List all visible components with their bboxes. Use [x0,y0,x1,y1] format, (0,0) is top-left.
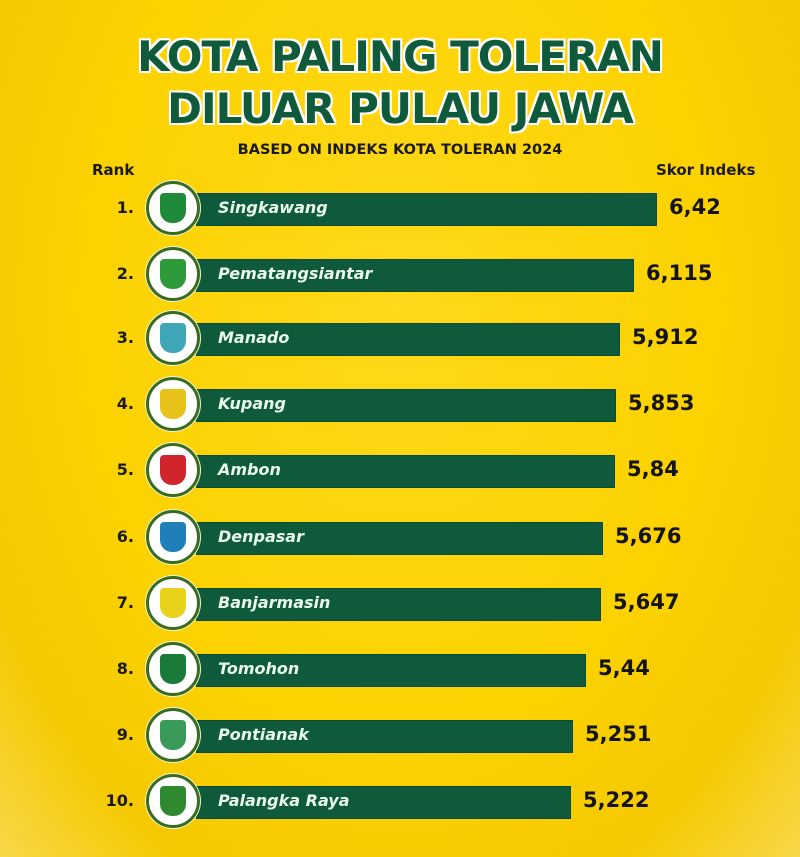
score-bar [196,588,601,621]
list-item: 4. Kupang 5,853 [0,375,800,435]
city-emblem-badge [146,774,200,828]
rank-number: 8. [116,659,134,678]
list-item: 2. Pematangsiantar 6,115 [0,245,800,305]
title-line-2: DILUAR PULAU JAWA [167,84,634,133]
list-item: 7. Banjarmasin 5,647 [0,574,800,634]
score-bar [196,786,571,819]
tomohon-emblem-icon [160,654,186,684]
city-emblem-badge [146,576,200,630]
rank-number: 4. [116,394,134,413]
list-item: 5. Ambon 5,84 [0,441,800,501]
city-name: Banjarmasin [218,593,331,612]
city-name: Pontianak [218,725,309,744]
rank-number: 3. [116,328,134,347]
score-value: 5,912 [632,325,699,349]
score-bar [196,654,586,687]
score-value: 5,222 [583,788,650,812]
denpasar-emblem-icon [160,522,186,552]
subtitle: BASED ON INDEKS KOTA TOLERAN 2024 [237,142,563,158]
score-bar [196,193,657,226]
city-emblem-badge [146,247,200,301]
city-emblem-badge [146,708,200,762]
score-value: 5,676 [615,524,682,548]
banjarmasin-emblem-icon [160,588,186,618]
list-item: 3. Manado 5,912 [0,309,800,369]
city-name: Palangka Raya [218,791,350,810]
list-item: 8. Tomohon 5,44 [0,640,800,700]
city-emblem-badge [146,377,200,431]
rank-number: 5. [116,460,134,479]
score-bar [196,389,616,422]
singkawang-emblem-icon [160,193,186,223]
score-value: 5,647 [613,590,680,614]
score-bar [196,455,615,488]
city-name: Denpasar [218,527,304,546]
rank-number: 7. [116,593,134,612]
city-emblem-badge [146,510,200,564]
score-value: 5,251 [585,722,652,746]
pematangsiantar-emblem-icon [160,259,186,289]
score-value: 5,853 [628,391,695,415]
rank-number: 6. [116,527,134,546]
list-item: 10. Palangka Raya 5,222 [0,772,800,832]
rank-number: 9. [116,725,134,744]
title-line-1: KOTA PALING TOLERAN [137,32,664,81]
city-emblem-badge [146,443,200,497]
rank-number: 1. [116,198,134,217]
city-name: Singkawang [218,198,328,217]
score-value: 5,44 [598,656,650,680]
city-name: Kupang [218,394,287,413]
city-name: Pematangsiantar [218,264,373,283]
score-value: 6,42 [669,195,721,219]
list-item: 9. Pontianak 5,251 [0,706,800,766]
score-column-header: Skor Indeks [656,161,756,179]
pontianak-emblem-icon [160,720,186,750]
score-bar [196,522,603,555]
score-bar [196,259,634,292]
city-emblem-badge [146,181,200,235]
score-value: 5,84 [627,457,679,481]
city-emblem-badge [146,642,200,696]
city-name: Tomohon [218,659,300,678]
rank-number: 10. [105,791,134,810]
city-name: Manado [218,328,290,347]
palangka-raya-emblem-icon [160,786,186,816]
rank-column-header: Rank [92,161,135,179]
kupang-emblem-icon [160,389,186,419]
score-bar [196,720,573,753]
score-bar [196,323,620,356]
score-value: 6,115 [646,261,713,285]
manado-emblem-icon [160,323,186,353]
list-item: 1. Singkawang 6,42 [0,179,800,239]
city-emblem-badge [146,311,200,365]
city-name: Ambon [218,460,281,479]
rank-number: 2. [116,264,134,283]
ambon-emblem-icon [160,455,186,485]
list-item: 6. Denpasar 5,676 [0,508,800,568]
